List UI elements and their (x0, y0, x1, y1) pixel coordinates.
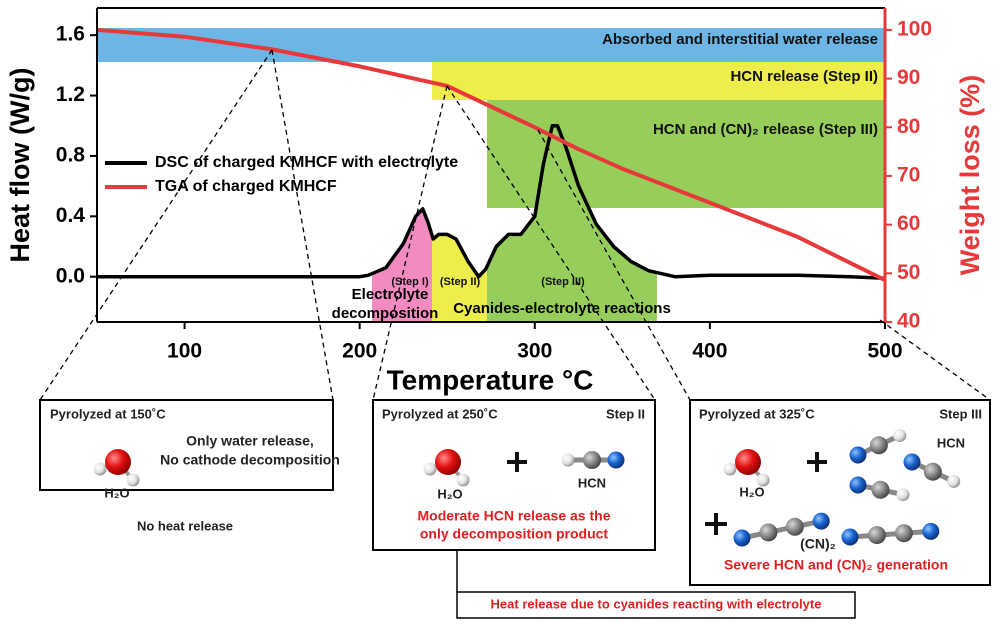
panel-text: Step II (606, 406, 645, 421)
panel-text: only decomposition product (420, 526, 609, 542)
atom (785, 517, 804, 536)
plus-sign (507, 452, 527, 472)
atom (759, 523, 778, 542)
atom (756, 473, 770, 487)
region-fill (432, 234, 487, 322)
atom (93, 462, 107, 476)
panel-text: Severe HCN and (CN)₂ generation (724, 557, 948, 573)
atom (841, 528, 859, 546)
y-tick-label: 0.8 (56, 143, 86, 166)
step-label: (Step III) (541, 276, 585, 288)
plus-sign (807, 452, 827, 472)
y2-axis-title: Weight loss (%) (955, 75, 985, 276)
zoom-line (537, 129, 691, 401)
atom (733, 529, 751, 547)
panel-text: HCN (578, 475, 606, 490)
panel-box (372, 399, 656, 551)
footer-box (456, 591, 856, 619)
atom (922, 522, 940, 540)
zoom-line (39, 49, 273, 401)
atom (903, 453, 921, 471)
panel-text: H₂O (437, 486, 462, 501)
x-tick-label: 500 (867, 340, 902, 363)
atom (849, 446, 867, 464)
plus-sign (705, 513, 727, 535)
series-layer (97, 27, 885, 282)
panel-text: Pyrolyzed at 325˚C (699, 406, 815, 421)
region-label: Cyanides-electrolyte reactions (453, 300, 671, 317)
atom (893, 429, 907, 443)
atom (607, 451, 625, 469)
bond (849, 528, 931, 540)
y2-tick-label: 80 (897, 115, 920, 138)
x-tick-label: 400 (692, 340, 727, 363)
atom (896, 488, 910, 502)
legend-label: TGA of charged KMHCF (155, 178, 337, 195)
atom (869, 436, 888, 455)
legend-label: DSC of charged KMHCF with electrolyte (155, 154, 458, 171)
panel-text: Pyrolyzed at 150˚C (50, 406, 166, 421)
zoom-line (879, 319, 991, 401)
panel-text: Only water release, (186, 433, 314, 449)
panel-text: Moderate HCN release as the (418, 508, 611, 524)
atom (849, 476, 867, 494)
atom (812, 512, 830, 530)
bond (741, 518, 822, 541)
x-tick-label: 200 (342, 340, 377, 363)
atom (723, 462, 737, 476)
band-label: HCN and (CN)₂ release (Step III) (653, 121, 878, 138)
y-tick-label: 0.4 (56, 204, 86, 227)
atom (561, 453, 575, 467)
panel-text: Pyrolyzed at 250˚C (382, 406, 498, 421)
region-fill (372, 208, 432, 322)
zoom-line (271, 49, 334, 401)
atom (923, 462, 942, 481)
region-label: decomposition (332, 305, 439, 322)
atom (105, 449, 131, 475)
y-tick-label: 1.6 (56, 23, 85, 46)
step-label: (Step II) (440, 276, 481, 288)
region-label: Electrolyte (352, 286, 429, 303)
y2-tick-label: 60 (897, 212, 920, 235)
region-fill (487, 125, 657, 322)
y-axis-title: Heat flow (W/g) (5, 68, 35, 263)
atom (871, 480, 890, 499)
atom (583, 451, 601, 469)
panel-text: No cathode decomposition (160, 452, 340, 468)
band-label: Absorbed and interstitial water release (602, 31, 878, 48)
panel-text: H₂O (104, 485, 129, 500)
y-tick-label: 1.2 (56, 83, 85, 106)
data-line (97, 27, 885, 282)
atom (423, 462, 437, 476)
y2-tick-label: 90 (897, 66, 920, 89)
panel-text: No heat release (137, 518, 233, 533)
atom (867, 526, 886, 545)
y2-tick-label: 40 (897, 310, 920, 333)
atom (126, 473, 140, 487)
panel-text: H₂O (739, 484, 764, 499)
atom (894, 524, 913, 543)
panel-box (39, 399, 334, 491)
y-tick-label: 0.0 (56, 264, 85, 287)
atom (435, 449, 461, 475)
band-label: HCN release (Step II) (730, 68, 878, 85)
panel-text: HCN (937, 435, 965, 450)
data-line (97, 124, 885, 280)
atom (456, 473, 470, 487)
atom (735, 449, 761, 475)
step-label: (Step I) (391, 276, 429, 288)
panel-text: Step III (939, 406, 982, 421)
footer-text: Heat release due to cyanides reacting wi… (491, 596, 822, 611)
x-axis-title: Temperature °C (387, 364, 594, 395)
panel-box (689, 399, 991, 586)
x-tick-label: 300 (517, 340, 552, 363)
y2-tick-label: 100 (897, 17, 932, 40)
panel-text: (CN)₂ (800, 536, 836, 552)
y2-tick-label: 70 (897, 164, 920, 187)
annotation-band (432, 62, 885, 100)
atom (947, 474, 961, 488)
x-tick-label: 100 (167, 340, 202, 363)
y2-tick-label: 50 (897, 261, 920, 284)
